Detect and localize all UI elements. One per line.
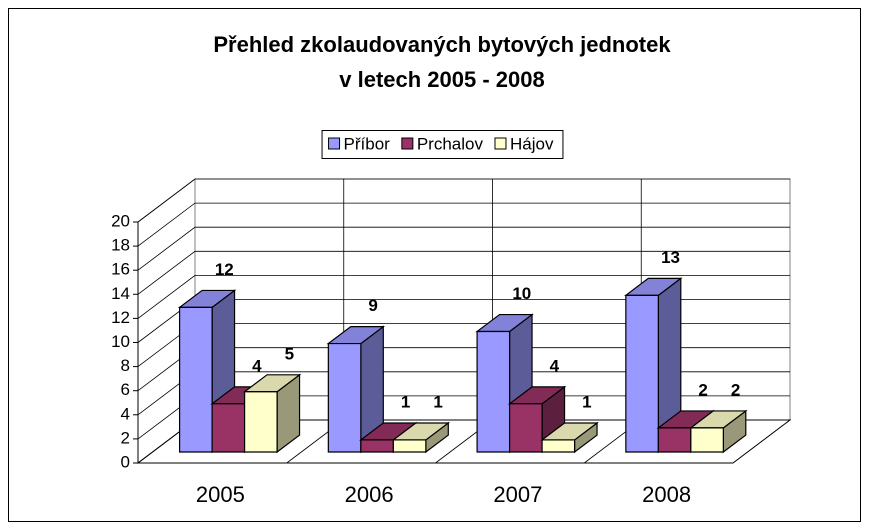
x-tick-label: 2008: [642, 482, 691, 507]
y-tick-label: 10: [111, 332, 130, 351]
x-tick-label: 2005: [196, 482, 245, 507]
grid-line: [137, 250, 790, 295]
bar-front: [243, 391, 278, 453]
data-label: 4: [550, 356, 560, 375]
data-label: 5: [285, 344, 294, 363]
x-tick-label: 2006: [345, 482, 394, 507]
y-tick-label: 12: [111, 308, 130, 327]
y-tick-label: 18: [111, 236, 130, 255]
bar-front: [360, 439, 394, 453]
data-label: 1: [401, 392, 410, 411]
bar-front: [690, 427, 724, 453]
grid-line: [137, 226, 790, 271]
bar-front: [178, 306, 213, 453]
bar-front: [327, 342, 362, 453]
data-label: 4: [252, 356, 262, 375]
bar: [624, 277, 683, 454]
data-label: 12: [215, 260, 234, 279]
y-tick-label: 2: [121, 428, 130, 447]
y-tick-label: 6: [121, 380, 130, 399]
y-tick-label: 8: [121, 356, 130, 375]
y-tick-label: 20: [111, 211, 130, 230]
legend-swatch: [401, 137, 414, 150]
bar-front: [541, 439, 576, 453]
grid-line: [137, 178, 790, 223]
data-label: 9: [368, 296, 377, 315]
data-label: 1: [582, 392, 591, 411]
bar-front: [392, 439, 427, 453]
bar: [326, 325, 386, 454]
y-tick-label: 14: [111, 284, 130, 303]
data-label: 1: [433, 392, 442, 411]
bar: [391, 421, 451, 454]
legend-swatch: [494, 137, 507, 150]
y-tick-label: 0: [121, 452, 130, 471]
bar-front: [211, 403, 246, 453]
chart-title: Přehled zkolaudovaných bytových jednotek: [213, 32, 671, 57]
data-label: 2: [731, 380, 740, 399]
bar: [540, 421, 599, 454]
bar: [689, 409, 748, 454]
legend-box: [321, 130, 564, 159]
legend-label: Hájov: [510, 134, 554, 153]
bar: [242, 373, 302, 454]
data-label: 13: [661, 248, 680, 267]
x-tick-label: 2007: [493, 482, 542, 507]
grid-line: [137, 274, 790, 319]
y-tick-label: 4: [121, 404, 130, 423]
data-label: 2: [698, 380, 707, 399]
bar-front: [657, 427, 692, 453]
y-tick-label: 16: [111, 260, 130, 279]
bar-front: [508, 403, 543, 453]
chart-title: v letech 2005 - 2008: [339, 67, 544, 92]
legend-label: Příbor: [344, 134, 391, 153]
grid-line: [137, 202, 790, 247]
bar-front: [625, 294, 659, 453]
bar-front: [476, 330, 511, 453]
legend-label: Prchalov: [417, 134, 484, 153]
legend-swatch: [328, 137, 341, 150]
data-label: 10: [512, 284, 531, 303]
